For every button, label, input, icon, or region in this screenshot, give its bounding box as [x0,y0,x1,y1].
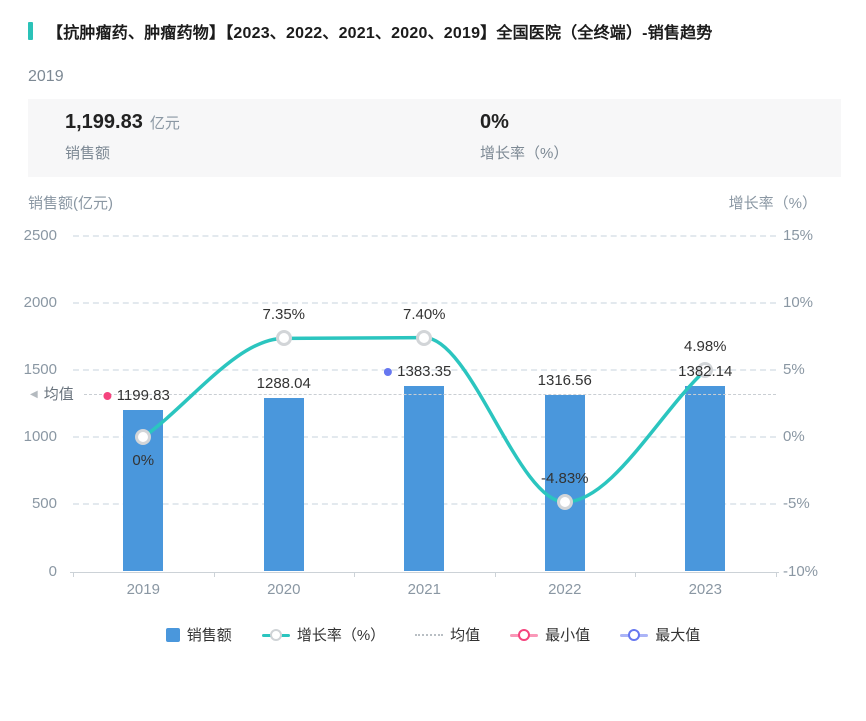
x-axis-tick [494,571,496,577]
stat-sales-value: 1,199.83 [65,111,143,133]
legend-line-swatch-icon [261,628,290,642]
max-value-dot-icon [384,367,393,376]
x-axis-line [70,571,779,573]
x-axis-tick [73,571,74,577]
summary-panel: 1,199.83 亿元 销售额 0% 增长率（%） [28,99,841,177]
legend-item-3[interactable]: 均值 [415,624,480,645]
legend-item-4[interactable]: 最小值 [510,624,590,645]
x-axis-category-label: 2022 [548,580,582,598]
left-axis-tick: 1500 [23,360,57,378]
x-axis-category-label: 2020 [267,580,301,598]
bar-value-label-2023: 1382.14 [678,362,733,380]
stat-growth-label: 增长率（%） [480,145,569,162]
stat-sales-label: 销售额 [65,145,111,162]
legend-item-label: 最小值 [545,627,591,644]
left-axis-title: 销售额(亿元) [28,195,113,212]
x-axis-category-label: 2023 [688,580,722,598]
growth-point-2021[interactable] [416,329,433,346]
gridline [73,234,776,237]
bar-2021[interactable] [404,385,445,572]
growth-point-2019[interactable] [135,429,152,446]
stat-sales-unit: 亿元 [149,115,180,132]
right-axis-tick: -5% [783,495,810,513]
legend-item-label: 增长率（%） [296,627,386,644]
left-axis-tick: 500 [31,495,57,513]
right-axis-tick: -10% [783,562,819,580]
growth-point-2020[interactable] [275,330,292,347]
growth-value-label-2023: 4.98% [683,338,727,356]
x-axis-tick [213,571,215,577]
legend-min-swatch-icon [510,628,539,642]
right-axis-tick: 0% [783,428,805,446]
legend-item-5[interactable]: 最大值 [620,624,700,645]
min-value-dot-icon [103,392,112,401]
bar-2023[interactable] [685,385,726,572]
page-title: 【抗肿瘤药、肿瘤药物】【2023、2022、2021、2020、2019】全国医… [47,25,713,42]
bar-value-label-2019: 1199.83 [103,387,170,404]
right-axis-tick: 15% [783,226,814,244]
growth-point-2022[interactable] [556,494,573,510]
x-axis-tick [354,571,355,577]
x-axis-category-label: 2021 [407,580,441,598]
x-axis-category-label: 2019 [126,580,160,598]
stat-sales-value-row: 1,199.83 亿元 [65,111,180,134]
mean-arrow-icon: ◀ [30,388,38,400]
mean-line [84,393,776,395]
left-axis-tick: 2500 [23,226,57,244]
stat-growth: 0% 增长率（%） [480,111,568,163]
right-axis-tick: 10% [783,293,814,311]
mean-line-label: ◀ 均值 [30,385,74,403]
growth-value-label-2021: 7.40% [402,305,446,323]
x-axis-tick [635,571,636,577]
growth-value-label-2019: 0% [132,452,155,470]
legend-mean-swatch-icon [415,633,444,636]
legend-item-label: 均值 [450,627,481,644]
bar-value-label-2021: 1383.35 [384,363,451,380]
legend-max-swatch-icon [620,628,649,642]
legend-item-label: 销售额 [186,627,232,644]
growth-value-label-2022: -4.83% [540,470,589,487]
left-axis-tick: 0 [48,562,57,580]
title-row: 【抗肿瘤药、肿瘤药物】【2023、2022、2021、2020、2019】全国医… [28,19,713,43]
period-label: 2019 [28,68,64,85]
gridline [73,301,776,304]
legend-item-2[interactable]: 增长率（%） [261,624,386,645]
growth-value-label-2020: 7.35% [262,306,306,324]
legend-bar-swatch-icon [165,627,180,642]
bar-value-label-2022: 1316.56 [537,371,592,389]
legend-item-1[interactable]: 销售额 [165,624,232,645]
stat-growth-value-row: 0% [480,111,568,134]
bar-2020[interactable] [263,398,304,572]
legend-item-label: 最大值 [655,627,701,644]
left-axis-tick: 1000 [23,428,57,446]
title-accent-bar-icon [28,22,33,40]
right-axis-title: 增长率（%） [728,195,817,212]
left-axis-tick: 2000 [23,293,57,311]
legend: 销售额 增长率（%） 均值 最小值 最大值 [0,624,866,645]
stat-growth-value: 0% [480,111,509,133]
mean-label-text: 均值 [43,385,74,403]
stat-sales: 1,199.83 亿元 销售额 [65,111,180,163]
x-axis-tick [775,571,777,577]
bar-value-label-2020: 1288.04 [256,375,311,393]
right-axis-tick: 5% [783,360,805,378]
